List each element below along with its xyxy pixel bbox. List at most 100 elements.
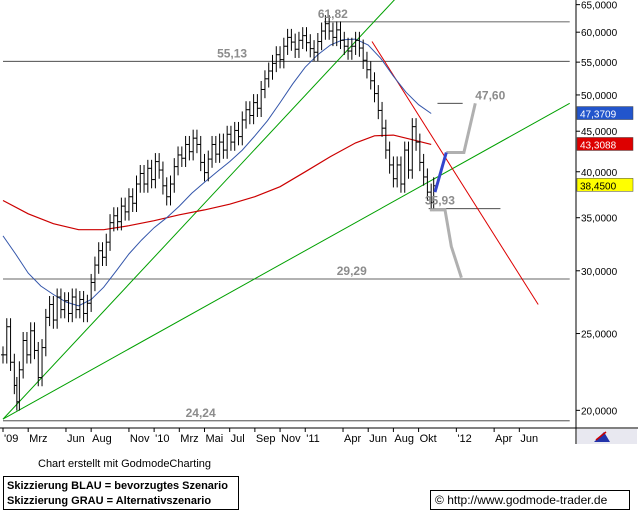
price-bar: [92, 256, 97, 292]
price-bar: [160, 161, 165, 195]
moving-averages: [2, 38, 432, 307]
chart-tool-icon[interactable]: [594, 431, 610, 442]
x-tick-label: Apr: [344, 433, 361, 445]
price-bar: [126, 188, 131, 221]
price-bar: [123, 197, 128, 221]
level-label-1: 55,13: [217, 46, 247, 60]
x-tick-label: Jul: [231, 433, 245, 445]
price-bar: [74, 288, 79, 319]
x-tick-label: Mai: [205, 433, 223, 445]
price-bar: [281, 37, 286, 69]
x-tick-label: Nov: [130, 433, 150, 445]
price-bar: [391, 156, 396, 188]
price-bar: [85, 294, 90, 323]
price-bar: [115, 207, 120, 231]
price-bar: [232, 121, 237, 151]
price-bar: [96, 242, 101, 274]
price-bar: [330, 22, 335, 47]
price-bar: [62, 292, 67, 319]
price-bar: [247, 101, 252, 125]
y-tick-label: 50,0000: [581, 91, 618, 102]
price-bar: [312, 40, 317, 61]
price-bar: [70, 288, 75, 323]
price-bar: [119, 197, 124, 231]
pencil-stroke: [595, 431, 607, 441]
price-bar: [308, 34, 313, 58]
axis-corner: [577, 429, 637, 444]
y-tick-label: 45,0000: [581, 127, 618, 138]
price-bar: [357, 31, 362, 57]
price-bar: [293, 33, 298, 58]
price-bar: [40, 339, 45, 387]
price-bar: [66, 292, 71, 323]
y-tick-label: 55,0000: [581, 58, 618, 69]
x-tick-label: Aug: [92, 433, 112, 445]
x-tick-label: '11: [306, 433, 320, 445]
legend-blue-scenario: Skizzierung BLAU = bevorzugtes Szenario: [7, 480, 228, 492]
price-bar: [164, 177, 169, 206]
price-bar: [421, 153, 426, 186]
price-bar: [217, 133, 222, 163]
price-bar: [383, 119, 388, 159]
plot-frame: [0, 0, 638, 444]
price-tag-2: 38,4500: [576, 178, 634, 192]
price-bar: [12, 353, 17, 395]
price-bar: [278, 46, 283, 69]
scenario-legend: Skizzierung BLAU = bevorzugtes Szenario …: [3, 476, 239, 510]
price-bar: [255, 94, 260, 117]
y-tick-label: 30,0000: [581, 267, 618, 278]
trend-line-0: [2, 0, 395, 420]
trend-lines: [2, 0, 570, 420]
price-bar: [349, 37, 354, 60]
y-tick-label: 65,0000: [581, 1, 618, 12]
x-tick-label: Jun: [369, 433, 387, 445]
y-tick-label: 20,0000: [581, 406, 618, 417]
source-link[interactable]: © http://www.godmode-trader.de: [430, 490, 630, 510]
price-bar: [364, 51, 369, 79]
price-bar: [338, 21, 343, 50]
y-tick-label: 40,0000: [581, 168, 618, 179]
price-bar: [206, 150, 211, 182]
price-bar: [100, 242, 105, 266]
scenario-blue-path: [433, 152, 448, 193]
price-bar: [414, 118, 419, 151]
price-bar: [4, 318, 9, 364]
ma-red-line: [2, 134, 432, 231]
price-bar: [168, 175, 173, 206]
price-bar: [244, 101, 249, 129]
price-bar: [221, 133, 226, 159]
price-bar: [187, 135, 192, 161]
price-bar: [315, 32, 320, 61]
price-bar: [111, 207, 116, 232]
y-tick-label: 25,0000: [581, 330, 618, 341]
price-bar: [376, 85, 381, 120]
price-bar: [153, 153, 158, 189]
price-bar: [289, 28, 294, 51]
price-bar: [130, 188, 135, 212]
price-bar: [149, 159, 154, 189]
price-bar: [228, 125, 233, 151]
price-bar: [417, 133, 422, 172]
x-tick-label: Apr: [495, 433, 512, 445]
level-label-0: 61,82: [318, 7, 348, 21]
price-tag-label: 43,3088: [580, 140, 617, 151]
price-bar: [251, 94, 256, 125]
price-bar: [172, 158, 177, 193]
price-bar: [334, 21, 339, 47]
price-bars: [1, 15, 436, 411]
x-tick-label: Nov: [281, 433, 301, 445]
price-bar: [89, 273, 94, 312]
price-bar: [81, 290, 86, 323]
price-bar: [240, 111, 245, 146]
price-bar: [194, 129, 199, 154]
level-labels: 61,82 55,13 35,93 29,29 24,24 47,60: [186, 7, 506, 420]
price-bar: [395, 156, 400, 188]
price-tags: 47,3709 43,3088 38,4500: [576, 106, 634, 192]
y-axis: 65,0000 60,0000 55,0000 50,0000 45,0000 40,00…: [576, 1, 618, 417]
x-tick-label: Jun: [520, 433, 538, 445]
price-bar: [55, 288, 60, 329]
chart-credit: Chart erstellt mit GodmodeCharting: [38, 458, 212, 470]
price-bar: [296, 31, 301, 58]
price-bar: [28, 322, 33, 364]
y-tick-label: 35,0000: [581, 214, 618, 225]
